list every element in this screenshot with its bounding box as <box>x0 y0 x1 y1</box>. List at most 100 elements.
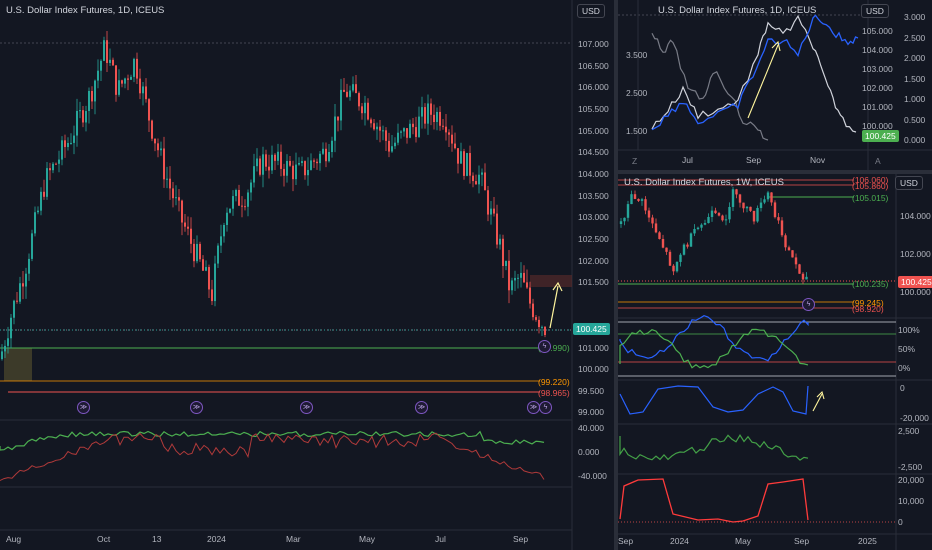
candle-body <box>298 163 300 165</box>
candle-body <box>379 126 381 131</box>
candle-body <box>475 181 477 185</box>
trend-arrow <box>812 393 823 412</box>
weekly-level-106060: (106.060) <box>852 175 889 185</box>
candle-body <box>307 169 309 176</box>
oscillator-line-green <box>0 430 545 451</box>
candle-body <box>85 111 87 123</box>
time-axis-label: 2024 <box>670 536 689 546</box>
candle-body <box>675 261 679 272</box>
candle-body <box>160 148 162 151</box>
axis-tick-label: 3.500 <box>626 50 648 60</box>
candle-body <box>391 146 393 152</box>
event-icon[interactable]: ≫ <box>300 401 313 414</box>
candle-body <box>241 205 243 207</box>
candle-body <box>271 154 273 171</box>
candle-body <box>619 221 623 224</box>
main-chart-pane[interactable]: U.S. Dollar Index Futures, 1D, ICEUS USD… <box>0 0 614 550</box>
candle-body <box>696 227 700 230</box>
candle-body <box>145 86 147 100</box>
candle-body <box>409 123 411 138</box>
candle-body <box>490 208 492 215</box>
candle-body <box>208 267 210 290</box>
time-axis-label: Sep <box>513 534 529 544</box>
weekly-level-105015: (105.015) <box>852 193 889 203</box>
candle-body <box>520 272 522 278</box>
candle-body <box>139 78 141 94</box>
candle-body <box>412 123 414 128</box>
weekly-currency-button[interactable]: USD <box>895 176 923 190</box>
arrow-head-icon <box>771 40 781 52</box>
time-axis-label: 2024 <box>207 534 226 544</box>
candle-body <box>265 154 267 167</box>
candle-body <box>541 326 543 328</box>
trend-arrow <box>549 285 559 329</box>
axis-tick-label: -2,500 <box>898 462 923 472</box>
candle-body <box>430 103 432 115</box>
axis-tick-label: 101.000 <box>862 102 893 112</box>
event-icon[interactable]: ≫ <box>190 401 203 414</box>
candle-body <box>205 267 207 271</box>
arrow-head-icon <box>552 281 563 292</box>
time-axis-label: 13 <box>152 534 162 544</box>
top-right-currency-button[interactable]: USD <box>861 4 889 18</box>
axis-tick-label: 0 <box>898 517 903 527</box>
axis-tick-label: 1.500 <box>904 73 926 84</box>
lightning-icon[interactable]: ϟ <box>538 340 551 353</box>
event-icon[interactable]: ≫ <box>77 401 90 414</box>
lightning-icon[interactable]: ϟ <box>802 298 815 311</box>
axis-tick-label: 20,000 <box>898 475 924 485</box>
candle-body <box>532 303 534 318</box>
axis-tick-label: 104.000 <box>862 45 893 55</box>
candle-body <box>100 60 102 71</box>
candle-body <box>773 202 777 218</box>
candle-body <box>190 228 192 244</box>
lightning-icon[interactable]: ϟ <box>539 401 552 414</box>
weekly-level-99245: (99.245) <box>852 298 884 308</box>
event-icon[interactable]: ≫ <box>415 401 428 414</box>
main-currency-button[interactable]: USD <box>577 4 605 18</box>
candle-body <box>289 160 291 166</box>
top-right-chart-canvas[interactable] <box>618 0 932 170</box>
time-axis-label: Sep <box>746 155 762 165</box>
candle-body <box>76 110 78 136</box>
weekly-chart-canvas[interactable] <box>618 174 932 550</box>
axis-tick-label: 2.000 <box>904 53 926 63</box>
axis-tick-label: 0.000 <box>578 447 600 457</box>
candle-body <box>463 151 465 176</box>
main-chart-canvas[interactable] <box>0 0 614 550</box>
indicator3-line <box>619 434 809 461</box>
candle-body <box>142 86 144 94</box>
time-axis-label: Oct <box>97 534 111 544</box>
candle-body <box>738 194 742 203</box>
candle-body <box>373 123 375 130</box>
candle-body <box>466 153 468 176</box>
candle-body <box>451 134 453 144</box>
candle-body <box>499 238 501 245</box>
weekly-chart-pane[interactable]: U.S. Dollar Index Futures, 1W, ICEUS USD… <box>618 174 932 550</box>
candle-body <box>654 223 658 233</box>
candle-body <box>427 103 429 124</box>
candle-body <box>469 153 471 176</box>
candle-body <box>724 219 728 221</box>
axis-tick-label: 99.000 <box>578 407 604 417</box>
horizontal-divider[interactable] <box>618 170 932 174</box>
candle-body <box>728 206 731 220</box>
candle-body <box>247 192 249 207</box>
vertical-divider[interactable] <box>614 0 618 550</box>
candle-body <box>433 114 435 123</box>
candle-body <box>256 158 258 167</box>
time-axis-label: May <box>735 536 752 546</box>
candle-body <box>626 204 630 218</box>
candle-body <box>523 272 525 283</box>
top-right-chart-pane[interactable]: U.S. Dollar Index Futures, 1D, ICEUS USD… <box>618 0 932 170</box>
axis-tick-label: 102.000 <box>578 255 609 266</box>
candle-body <box>406 128 408 138</box>
candle-body <box>665 247 668 252</box>
candle-body <box>154 138 156 144</box>
weekly-last-price-label: 100.425 <box>898 276 932 288</box>
candle-body <box>151 120 153 139</box>
candle-body <box>310 160 312 170</box>
candle-body <box>37 210 39 213</box>
main-level-99220: (99.220) <box>538 377 570 387</box>
candle-body <box>91 90 93 102</box>
